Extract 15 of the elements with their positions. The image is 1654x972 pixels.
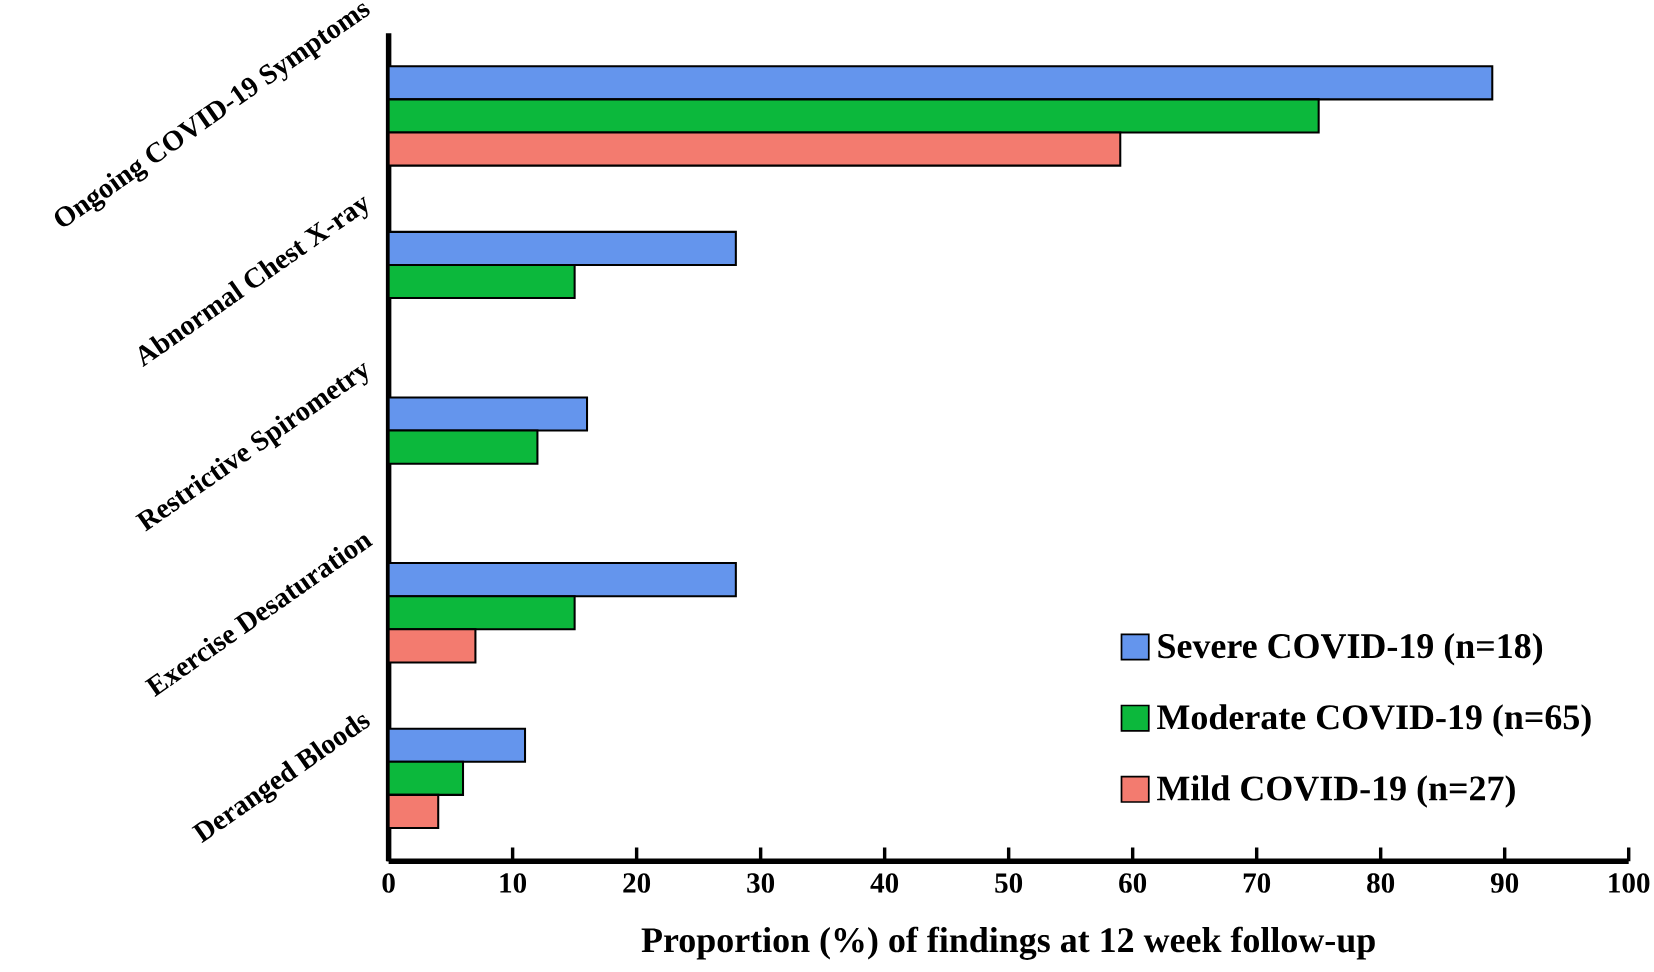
x-tick-label: 40 xyxy=(870,873,899,893)
x-tick-label: 80 xyxy=(1367,873,1395,893)
x-tick-label: 60 xyxy=(1119,873,1147,893)
legend-label: Mild COVID-19 (n=27) xyxy=(1157,775,1515,808)
x-tick-label: 70 xyxy=(1243,873,1271,893)
x-tick-label: 0 xyxy=(382,873,395,893)
x-tick-label: 50 xyxy=(995,873,1023,893)
x-tick-label: 20 xyxy=(623,873,651,893)
x-tick-label: 30 xyxy=(747,873,775,893)
x-axis-title: Proportion (%) of findings at 12 week follow-up xyxy=(641,926,1375,960)
x-tick-label: 100 xyxy=(1609,873,1650,893)
x-tick-label: 90 xyxy=(1490,873,1519,893)
x-tick-label: 10 xyxy=(500,873,527,893)
legend-label: Severe COVID-19 (n=18) xyxy=(1158,632,1543,666)
legend-label: Moderate COVID-19 (n=65) xyxy=(1157,704,1591,737)
